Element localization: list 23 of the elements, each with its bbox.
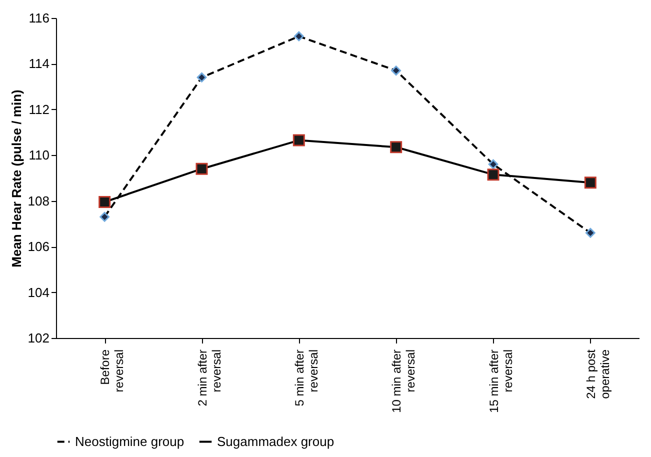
y-tick-label: 102 [28, 330, 50, 346]
x-tick-label: Before reversal [98, 349, 126, 392]
y-tick-label: 116 [28, 10, 50, 26]
point [292, 134, 305, 146]
y-tick-label: 114 [28, 56, 50, 72]
y-tick-label: 108 [28, 193, 50, 208]
legend-label: Sugammadex group [217, 434, 334, 449]
y-tick-label: 112 [28, 102, 50, 117]
y-tick-label: 110 [28, 148, 50, 163]
x-tick-label: 15 min after reversal [486, 350, 515, 413]
point [98, 196, 111, 208]
x-tick-label: 2 min after reversal [195, 350, 224, 406]
x-tick-label: 5 min after reversal [292, 350, 320, 406]
y-tick-label: 104 [28, 284, 50, 300]
legend-label: Neostigmine group [75, 434, 184, 449]
x-tick-label: 24 h post operative [584, 348, 612, 399]
x-tick-label: 10 min after reversal [390, 350, 418, 413]
y-tick-label: 106 [28, 239, 50, 254]
point [196, 162, 208, 175]
point [390, 141, 402, 154]
point [584, 176, 596, 189]
point [487, 168, 500, 181]
y-axis-title: Mean Hear Rate (pulse / min) [8, 90, 24, 268]
